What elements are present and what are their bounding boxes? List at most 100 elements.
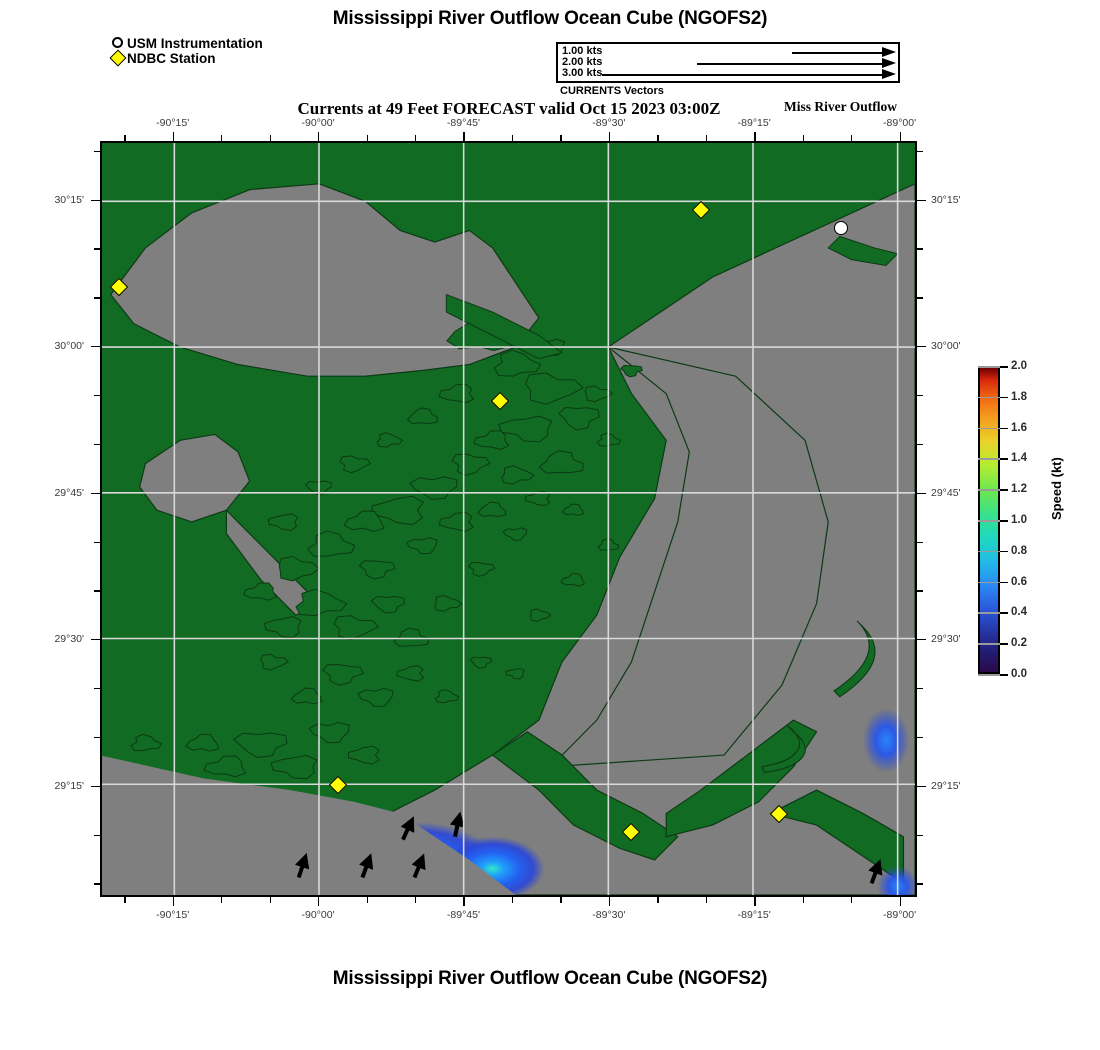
map-canvas[interactable] <box>102 143 915 895</box>
legend-item-label: USM Instrumentation <box>127 36 263 51</box>
axis-label-top: -90°15' <box>156 117 190 129</box>
arrow-head-icon <box>882 57 896 68</box>
legend-item-usm: USM Instrumentation <box>110 36 263 51</box>
current-vector-arrow <box>411 853 426 879</box>
axis-tick-right <box>917 395 923 397</box>
axis-label-top: -89°15' <box>737 117 771 129</box>
arrow-head-icon <box>882 68 896 79</box>
marsh-island <box>270 754 318 780</box>
axis-tick-left <box>91 492 100 494</box>
axis-tick-top <box>463 132 465 141</box>
axis-label-left: 30°15' <box>54 193 84 206</box>
open-circle-icon <box>110 36 127 51</box>
axis-tick-left <box>94 883 100 885</box>
colorbar-tick <box>978 643 1008 645</box>
axis-tick-right <box>917 736 923 739</box>
speed-plume-east-edge <box>862 708 910 773</box>
axis-tick-bottom <box>899 897 901 906</box>
axis-tick-left <box>94 443 100 446</box>
yellow-diamond-icon <box>109 49 127 67</box>
marsh-island <box>438 383 475 404</box>
current-vector-arrow <box>295 852 310 879</box>
axis-label-top: -89°45' <box>446 117 480 129</box>
axis-tick-top <box>705 135 708 141</box>
axis-tick-bottom <box>366 897 368 903</box>
arrow-head-icon <box>882 46 896 57</box>
speed-plume-southeast <box>877 865 915 895</box>
axis-tick-left <box>94 541 100 543</box>
station-legend: USM Instrumentation NDBC Station <box>109 36 263 67</box>
axis-label-bottom: -89°15' <box>737 909 771 921</box>
marsh-island <box>295 588 348 617</box>
marsh-island <box>560 573 585 587</box>
marsh-island <box>267 513 299 531</box>
marsh-island <box>233 732 288 759</box>
axis-label-top: -89°00' <box>883 117 917 129</box>
axis-tick-right <box>917 199 926 201</box>
marsh-island <box>584 385 613 403</box>
marsh-island <box>477 501 507 518</box>
marsh-island <box>561 503 585 516</box>
colorbar-tick-label: 2.0 <box>1011 360 1027 372</box>
axis-tick-right <box>917 834 923 836</box>
vector-shaft <box>697 63 882 65</box>
vector-legend-row: 3.00 kts <box>558 67 898 80</box>
colorbar-tick-mark <box>1000 427 1008 430</box>
colorbar-tick <box>978 550 1008 553</box>
chandeleur-arc-south <box>760 725 806 774</box>
marsh-island <box>290 687 323 705</box>
colorbar-tick <box>978 612 1008 614</box>
axis-tick-bottom <box>560 897 562 903</box>
axis-label-right: 29°45' <box>931 486 961 499</box>
map-gridlines <box>102 143 915 895</box>
marsh-island <box>339 455 371 474</box>
colorbar-tick <box>978 674 1008 676</box>
colorbar-tick-mark <box>1000 396 1008 399</box>
axis-tick-bottom <box>511 897 514 903</box>
axis-label-top: -90°00' <box>301 117 335 129</box>
axis-tick-left <box>94 395 100 397</box>
vector-legend-label: 3.00 kts <box>562 67 603 79</box>
marsh-island <box>376 432 403 448</box>
marsh-island <box>469 656 493 669</box>
axis-tick-right <box>917 541 923 543</box>
usm-instrument-marker[interactable] <box>833 221 848 235</box>
marsh-island <box>333 615 379 641</box>
colorbar-tick-label: 1.6 <box>1011 421 1027 434</box>
marsh-island <box>343 510 385 532</box>
legend-item-label: NDBC Station <box>127 51 216 66</box>
vector-legend-row: 2.00 kts <box>558 56 898 69</box>
axis-tick-left <box>91 639 100 641</box>
colorbar-tick <box>978 581 1008 584</box>
colorbar-tick-label: 0.6 <box>1011 575 1027 588</box>
marsh-island <box>278 556 320 582</box>
axis-tick-bottom <box>124 897 126 903</box>
axis-tick-bottom <box>415 897 417 903</box>
marsh-island <box>396 665 425 682</box>
delta-marsh-complex <box>243 316 643 707</box>
vector-legend-caption: CURRENTS Vectors <box>560 85 664 97</box>
marsh-island <box>434 594 463 612</box>
axis-tick-right <box>917 639 926 641</box>
axis-tick-right <box>917 248 923 250</box>
marsh-island <box>530 608 552 622</box>
vector-legend-label: 2.00 kts <box>562 56 603 68</box>
axis-label-right: 29°15' <box>931 779 961 792</box>
axis-tick-left <box>91 346 100 348</box>
axis-tick-top <box>172 132 175 141</box>
current-vector-arrow <box>449 811 465 838</box>
marsh-island <box>347 745 380 765</box>
marsh-island <box>322 664 364 686</box>
axis-tick-bottom <box>802 897 804 903</box>
axis-tick-right <box>917 492 926 494</box>
axis-tick-right <box>917 346 926 348</box>
axis-tick-bottom <box>705 897 708 903</box>
map-panel[interactable] <box>100 141 917 897</box>
axis-label-left: 29°30' <box>54 633 84 646</box>
axis-label-left: 30°00' <box>54 340 84 353</box>
axis-tick-right <box>917 443 923 446</box>
axis-tick-bottom <box>463 897 465 906</box>
forecast-subtitle: Currents at 49 Feet FORECAST valid Oct 1… <box>297 99 721 118</box>
marsh-island <box>558 406 600 431</box>
axis-tick-bottom <box>754 897 756 906</box>
